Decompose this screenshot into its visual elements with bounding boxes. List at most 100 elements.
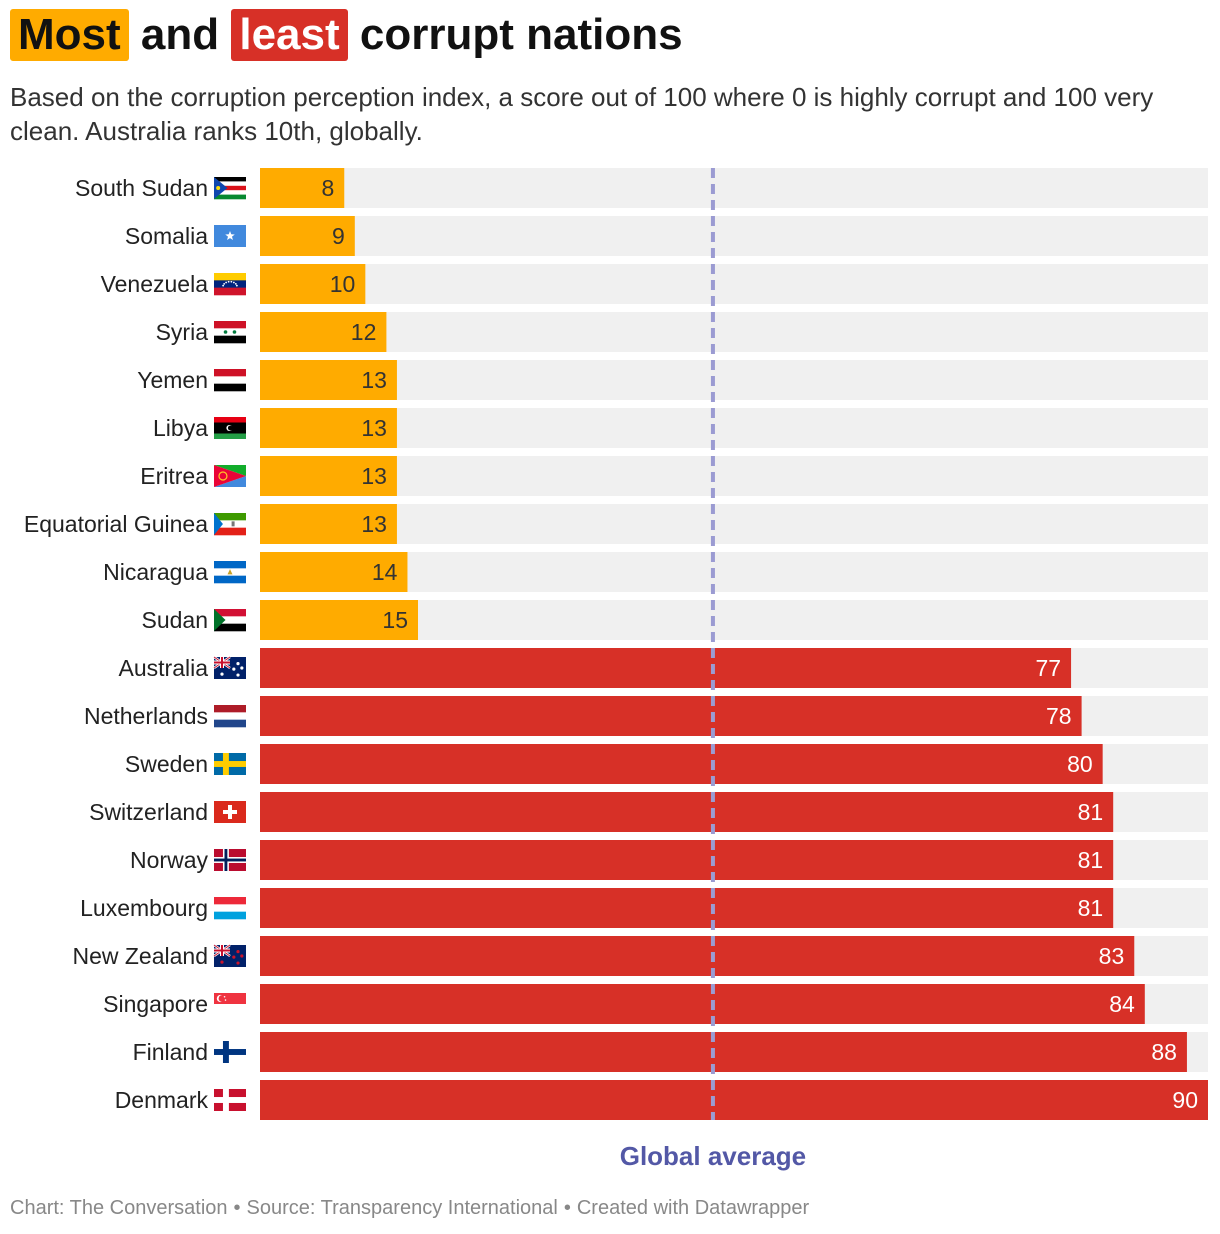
eritrea-flag-icon [214,465,246,487]
bar [260,312,387,352]
bar [260,168,345,208]
title-rest: corrupt nations [359,10,683,59]
category-label: Denmark [115,1087,209,1113]
title-and: and [140,10,220,59]
bar-track [260,360,1208,400]
category-label: Libya [153,415,208,441]
bar-track [260,552,1208,592]
bar [260,600,418,640]
bar-value-label: 81 [1078,799,1104,825]
bar [260,456,397,496]
bar-value-label: 81 [1078,847,1104,873]
singapore-flag-icon [214,993,246,1015]
footer-created-with: Created with Datawrapper [576,1197,810,1219]
category-label: Finland [133,1039,208,1065]
bar [260,984,1145,1024]
bar [260,888,1114,928]
bar-track [260,216,1208,256]
bar-track [260,408,1208,448]
bar-track [260,168,1208,208]
bar-value-label: 88 [1151,1039,1177,1065]
category-label: Switzerland [89,799,208,825]
category-label: Sudan [141,607,208,633]
category-label: Eritrea [140,463,208,489]
bar [260,216,355,256]
bar [260,408,397,448]
chart-title: Most and least corrupt nations [10,6,683,64]
footer-chart-credit: Chart: The Conversation [10,1197,228,1219]
netherlands-flag-icon [214,705,246,728]
category-label: New Zealand [72,943,208,969]
bar-track [260,264,1208,304]
somalia-flag-icon [214,225,246,247]
bar-track [260,312,1208,352]
chart-footer: Chart: The Conversation • Source: Transpar… [10,1197,809,1220]
syria-flag-icon [214,321,246,344]
sudan-flag-icon [214,609,246,632]
category-label: Singapore [103,991,208,1017]
libya-flag-icon [214,417,246,439]
bar-track [260,504,1208,544]
global-average-label: Global average [620,1141,806,1171]
bar-value-label: 15 [382,607,408,633]
australia-flag-icon [213,655,246,679]
footer-separator: • [563,1197,571,1219]
bar-value-label: 13 [361,367,387,393]
title-highlight-least: least [231,9,348,61]
bar [260,504,397,544]
category-label: Norway [130,847,208,873]
bar-value-label: 78 [1046,703,1072,729]
norway-flag-icon [214,849,246,871]
bar-value-label: 13 [361,511,387,537]
new-zealand-flag-icon [213,943,246,967]
category-label: Venezuela [101,271,209,297]
bar-value-label: 81 [1078,895,1104,921]
bar-value-label: 84 [1109,991,1135,1017]
switzerland-flag-icon [214,801,246,823]
sweden-flag-icon [214,753,246,775]
category-label: South Sudan [75,175,208,201]
bar [260,1032,1187,1072]
bar-value-label: 90 [1172,1087,1198,1113]
bar [260,792,1114,832]
bar [260,840,1114,880]
bar-value-label: 80 [1067,751,1093,777]
bar [260,1080,1208,1120]
bar [260,360,397,400]
equatorial-guinea-flag-icon [214,513,246,536]
nicaragua-flag-icon [214,561,246,584]
star-icon [225,231,235,241]
venezuela-flag-icon [214,273,246,296]
bar-chart: 8 South Sudan 9 Somalia 10 Venezuela 12 Syria 13… [24,168,1208,1171]
bar [260,936,1135,976]
category-label: Sweden [125,751,208,777]
denmark-flag-icon [214,1089,246,1111]
category-label: Luxembourg [80,895,208,921]
yemen-flag-icon [214,369,246,392]
luxembourg-flag-icon [214,897,246,920]
bar-value-label: 77 [1035,655,1061,681]
footer-source: Source: Transparency International [246,1197,558,1219]
bar [260,744,1103,784]
bar [260,648,1072,688]
bar [260,264,366,304]
category-label: Australia [119,655,209,681]
bar [260,552,408,592]
chart-subtitle: Based on the corruption perception index… [10,82,1154,146]
bar-track [260,456,1208,496]
bar [260,696,1082,736]
bar-value-label: 13 [361,463,387,489]
category-label: Nicaragua [103,559,208,585]
bar-value-label: 83 [1099,943,1125,969]
category-label: Syria [156,319,209,345]
title-highlight-most: Most [10,9,129,61]
category-label: Somalia [125,223,208,249]
footer-separator: • [233,1197,241,1219]
bar-value-label: 9 [332,223,345,249]
bar-value-label: 10 [330,271,356,297]
bar-value-label: 13 [361,415,387,441]
south-sudan-flag-icon [214,177,246,200]
bar-value-label: 12 [351,319,377,345]
bar-value-label: 8 [321,175,334,201]
category-label: Netherlands [84,703,208,729]
